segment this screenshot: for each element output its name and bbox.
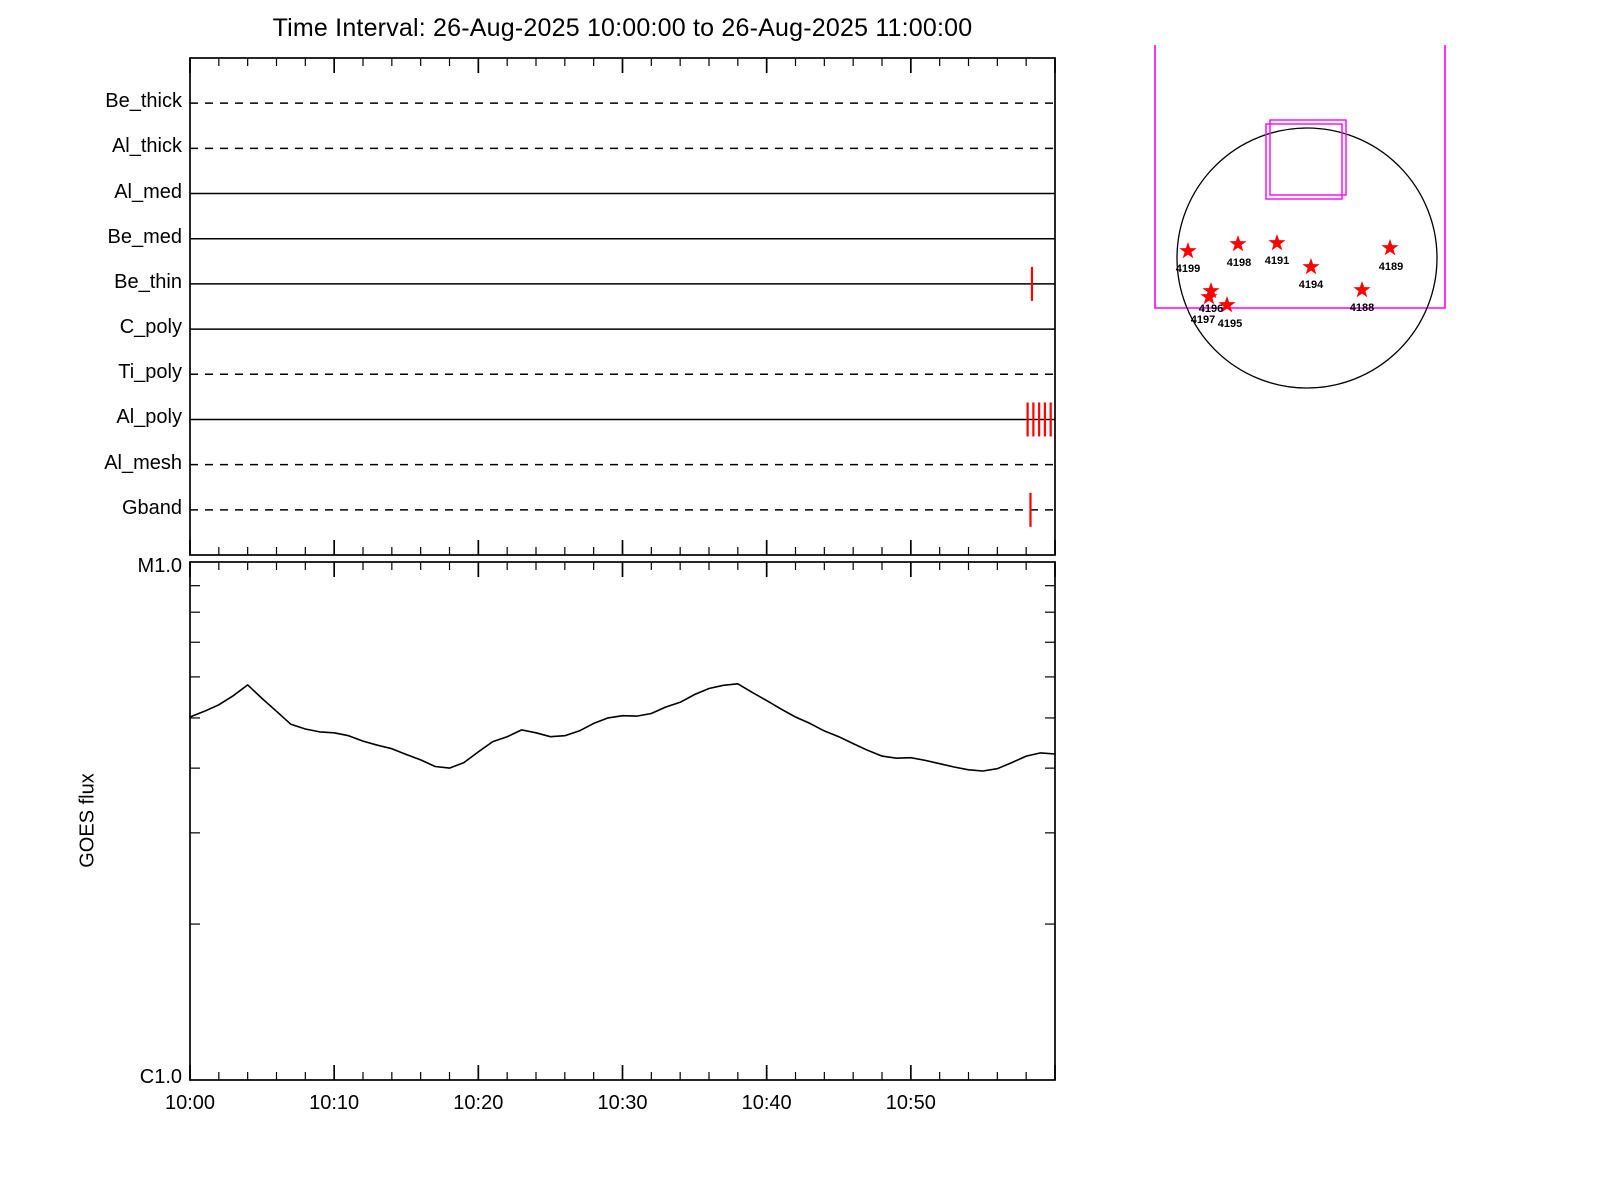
active-region-label-4196: 4196 (1198, 303, 1224, 315)
goes-flux-curve (189, 682, 1056, 772)
spacecraft-fov-outline (1154, 45, 1446, 309)
time-tick-label: 10:00 (164, 1092, 216, 1114)
active-region-label-4189: 4189 (1378, 261, 1404, 273)
page-title: Time Interval: 26-Aug-2025 10:00:00 to 2… (272, 14, 973, 42)
goes-frame (189, 561, 1056, 1081)
active-region-label-4188: 4188 (1349, 302, 1375, 314)
goes-ymin-label: C1.0 (139, 1066, 182, 1088)
active-region-star-4194 (1302, 258, 1320, 275)
filter-label-al_thick: Al_thick (111, 135, 182, 158)
active-region-label-4197: 4197 (1190, 314, 1216, 326)
filter-label-gband: Gband (121, 496, 182, 519)
filter-label-ti_poly: Ti_poly (118, 361, 182, 384)
filter-label-al_mesh: Al_mesh (104, 451, 182, 474)
xrt-fov-box-outer (1265, 123, 1343, 200)
solar-limb (1176, 127, 1438, 389)
active-region-label-4194: 4194 (1298, 279, 1324, 291)
time-tick-label: 10:20 (453, 1092, 504, 1114)
filter-timeline-frame (189, 57, 1056, 556)
time-tick-label: 10:40 (741, 1092, 792, 1114)
active-region-star-4191 (1268, 234, 1286, 251)
active-region-star-4196 (1202, 282, 1220, 299)
filter-label-al_poly: Al_poly (116, 406, 182, 429)
active-region-label-4191: 4191 (1264, 255, 1290, 267)
goes-ylabel: GOES flux (76, 773, 99, 868)
time-tick-label: 10:10 (309, 1092, 360, 1114)
active-region-label-4198: 4198 (1226, 257, 1252, 269)
filter-label-be_thick: Be_thick (105, 90, 182, 113)
active-region-star-4197 (1200, 288, 1218, 305)
active-region-star-4188 (1353, 281, 1371, 298)
time-tick-label: 10:50 (885, 1092, 936, 1114)
active-region-label-4199: 4199 (1175, 263, 1201, 275)
active-region-star-4199 (1179, 242, 1197, 259)
filter-label-be_thin: Be_thin (114, 270, 182, 293)
active-region-label-4195: 4195 (1217, 318, 1243, 330)
filter-label-be_med: Be_med (107, 225, 183, 248)
active-region-star-4198 (1229, 235, 1247, 252)
filter-label-c_poly: C_poly (119, 316, 182, 339)
time-tick-label: 10:30 (597, 1092, 648, 1114)
active-region-star-4195 (1218, 296, 1236, 313)
filter-label-al_med: Al_med (114, 180, 182, 203)
xrt-fov-box-inner (1269, 119, 1347, 196)
active-region-star-4189 (1381, 239, 1399, 256)
goes-ymax-label: M1.0 (137, 555, 182, 577)
